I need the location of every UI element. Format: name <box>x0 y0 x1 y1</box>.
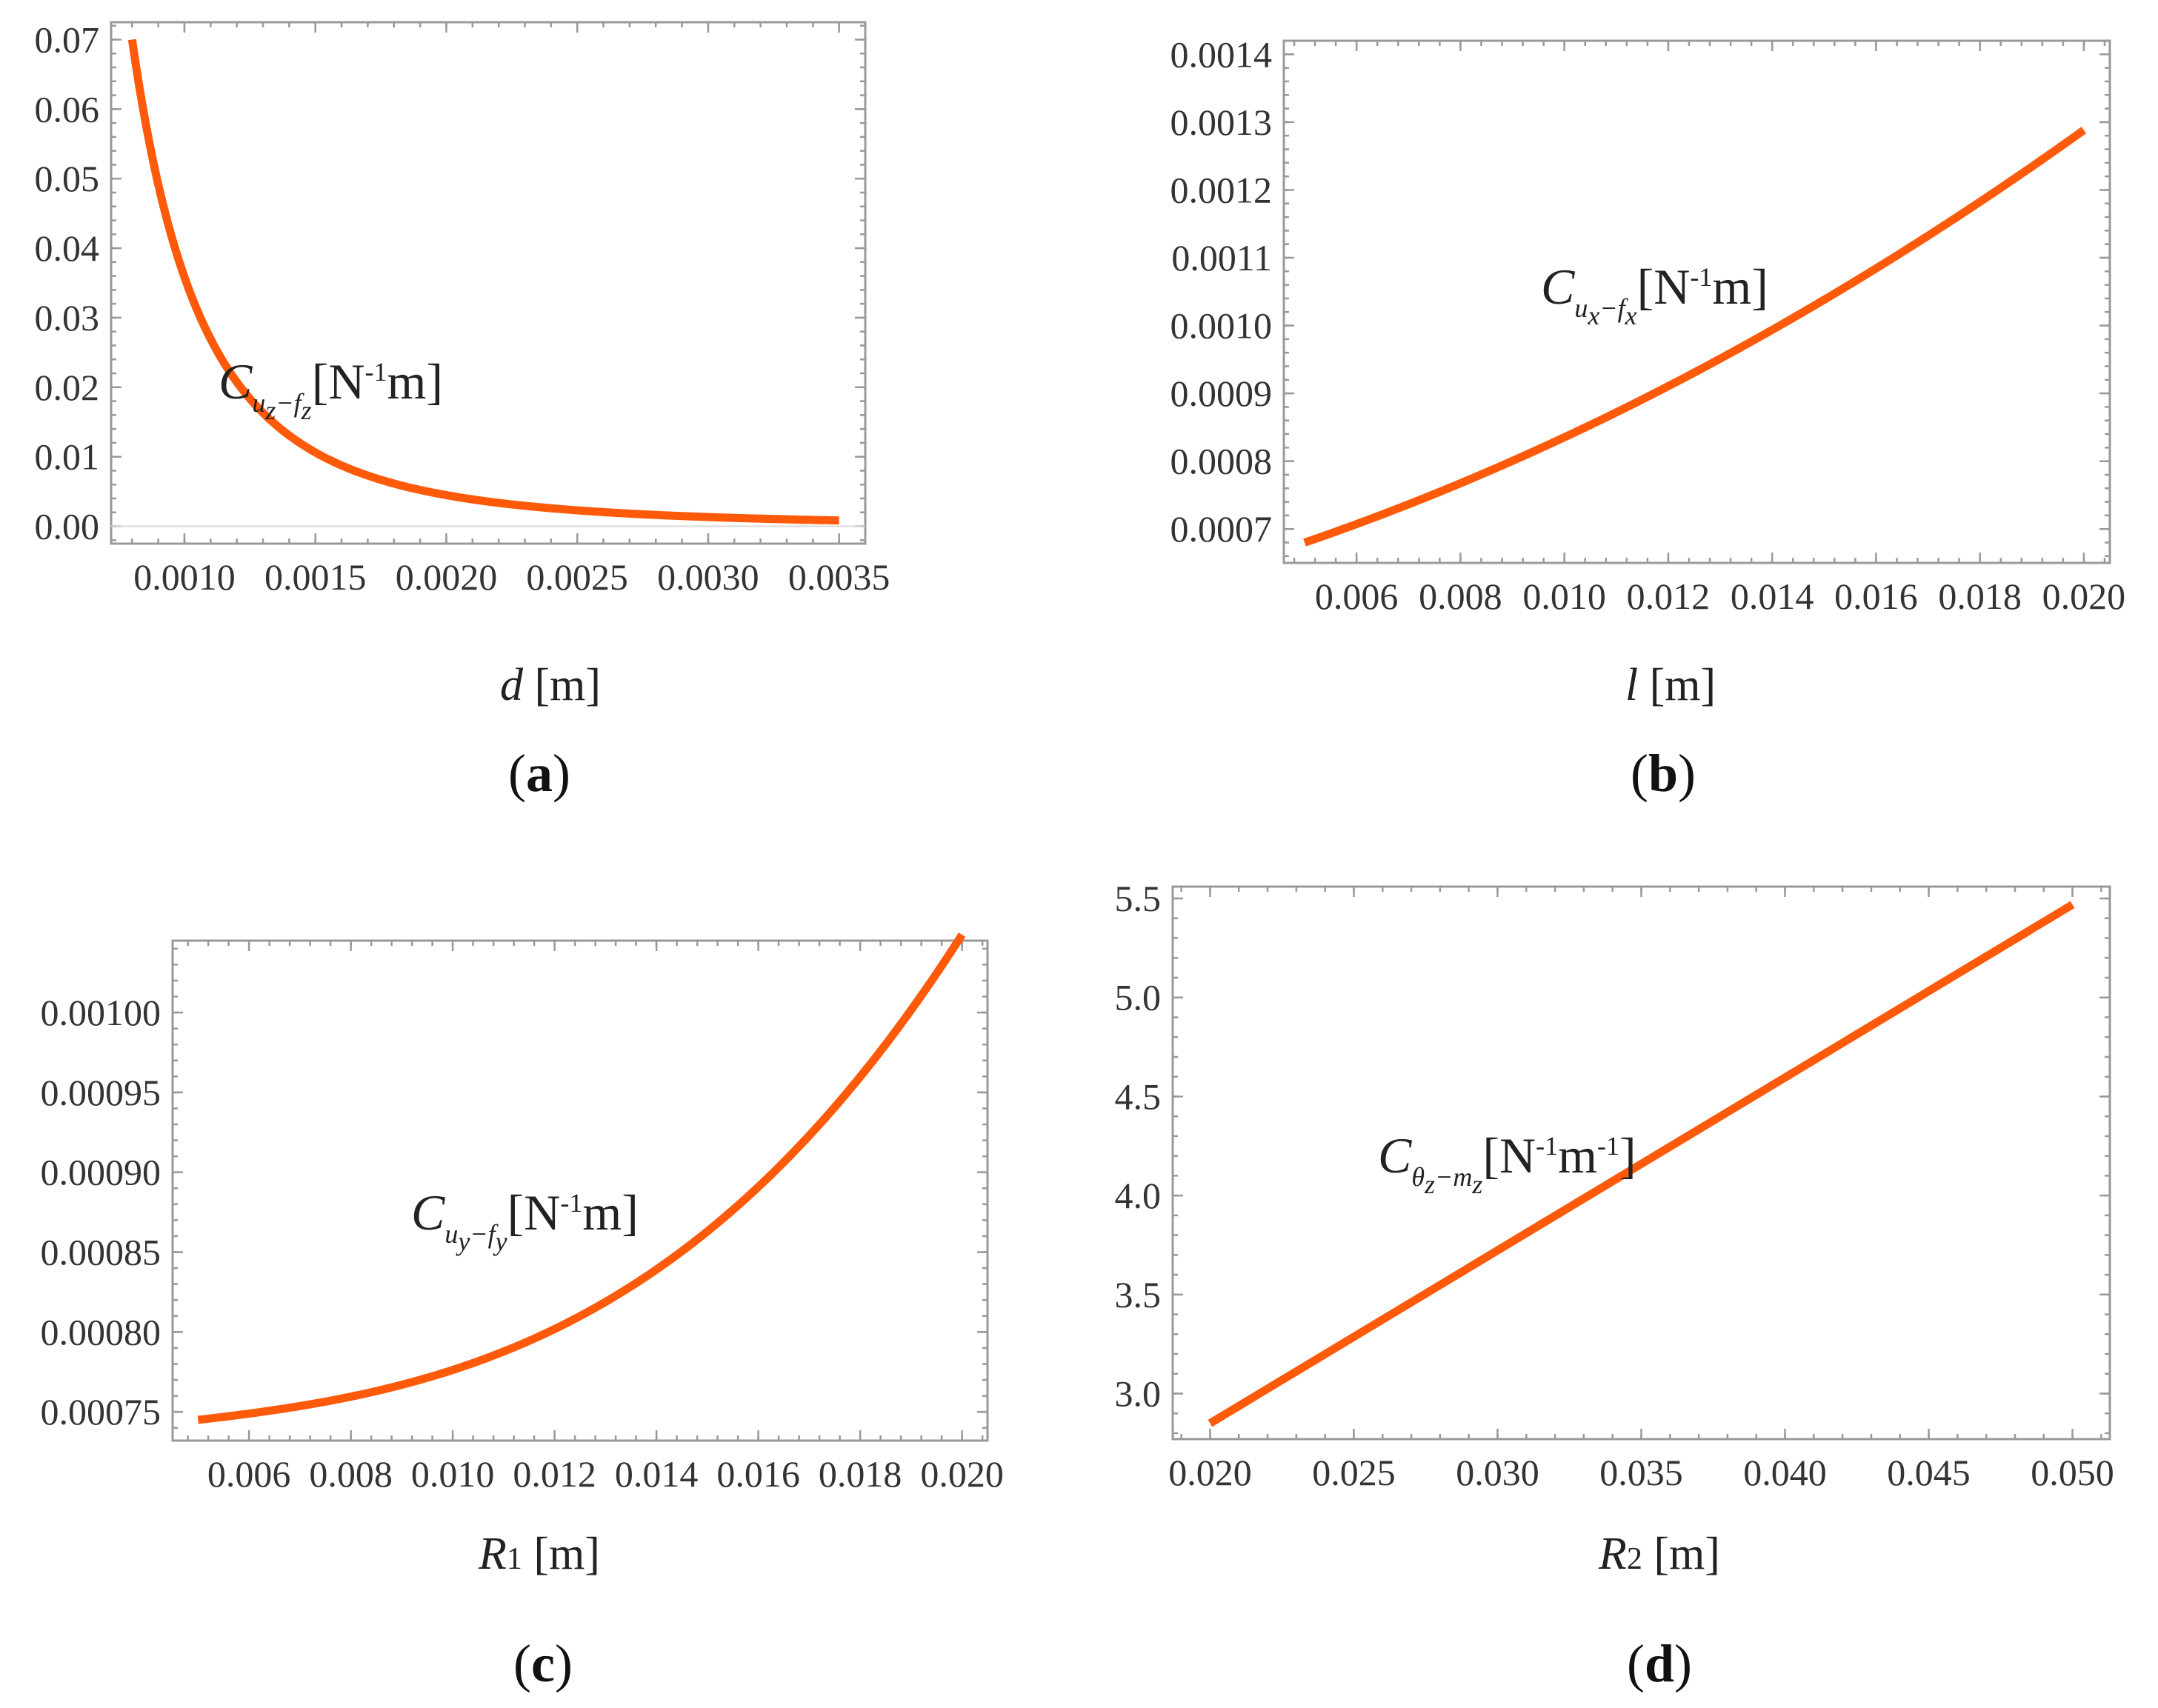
x-tick-label: 0.008 <box>1419 576 1502 617</box>
y-tick-label: 4.0 <box>1115 1175 1162 1216</box>
y-tick-label: 0.00080 <box>41 1311 161 1352</box>
y-tick-label: 0.0010 <box>1170 305 1273 347</box>
panel-label-d: (d) <box>1627 1634 1692 1693</box>
y-tick-label: 3.0 <box>1115 1373 1162 1415</box>
annotation-d: Cθz−mz[N-1m-1] <box>1378 1127 1636 1199</box>
panel-a: 0.0010 0.0015 0.0020 0.0025 0.0030 0.0035 0.00… <box>35 19 890 803</box>
y-tick-label: 4.5 <box>1115 1075 1162 1117</box>
x-tick-label: 0.014 <box>615 1453 699 1495</box>
ticks-c <box>173 941 988 1441</box>
annotation-b: Cux−fx[N-1m] <box>1541 258 1768 330</box>
x-tick-label: 0.035 <box>1599 1452 1683 1493</box>
x-tick-label: 0.0010 <box>133 556 236 598</box>
curve-d <box>1208 901 2075 1427</box>
x-tick-label: 0.050 <box>2031 1452 2114 1493</box>
ticks-a <box>111 22 867 544</box>
y-tick-label: 0.06 <box>35 88 100 130</box>
y-tick-label: 3.5 <box>1115 1274 1162 1315</box>
panel-b: 0.006 0.008 0.010 0.012 0.014 0.016 0.018 0.020… <box>1170 33 2126 803</box>
x-tick-label: 0.0025 <box>526 556 628 598</box>
y-tick-label: 0.00075 <box>41 1391 161 1432</box>
curve-b <box>1303 127 2087 547</box>
y-tick-label: 0.03 <box>35 297 100 338</box>
x-tick-label: 0.020 <box>1168 1452 1252 1493</box>
y-tick-label: 5.5 <box>1115 878 1162 919</box>
x-tick-label: 0.012 <box>1627 576 1711 617</box>
x-axis-label-a: d [m] <box>500 660 601 710</box>
y-tick-label: 0.00 <box>35 506 100 547</box>
x-tick-label: 0.025 <box>1312 1452 1396 1493</box>
x-tick-label: 0.020 <box>2042 576 2126 617</box>
x-tick-label: 0.0015 <box>264 556 367 598</box>
x-tick-label: 0.016 <box>1834 576 1918 617</box>
panel-label-b: (b) <box>1631 744 1696 803</box>
y-tick-label: 0.00090 <box>41 1152 161 1193</box>
x-tick-label: 0.0035 <box>788 556 890 598</box>
annotation-a: Cuz−fz[N-1m] <box>219 353 443 425</box>
plot-frame-b <box>1282 39 2111 564</box>
y-tick-label: 0.0011 <box>1171 237 1272 278</box>
ticks-b <box>1284 41 2110 563</box>
x-axis-label-d: R2 [m] <box>1598 1529 1720 1579</box>
y-tick-label: 0.0007 <box>1170 508 1273 550</box>
x-tick-label: 0.040 <box>1743 1452 1827 1493</box>
y-tick-label: 0.0009 <box>1170 373 1273 414</box>
curve-a <box>127 39 840 525</box>
x-tick-label: 0.0030 <box>657 556 759 598</box>
y-tick-label: 0.0008 <box>1170 441 1273 482</box>
x-tick-label: 0.0020 <box>396 556 498 598</box>
x-tick-label: 0.008 <box>309 1453 393 1495</box>
x-axis-label-b: l [m] <box>1625 660 1716 710</box>
x-tick-label: 0.030 <box>1456 1452 1539 1493</box>
x-tick-label: 0.020 <box>920 1453 1004 1495</box>
x-tick-label: 0.018 <box>1938 576 2022 617</box>
y-tick-label: 0.00085 <box>41 1232 161 1273</box>
tick-labels-a: 0.0010 0.0015 0.0020 0.0025 0.0030 0.0035 0.00… <box>35 19 890 598</box>
tick-labels-d: 0.020 0.025 0.030 0.035 0.040 0.045 0.050 3.0 3.… <box>1115 878 2114 1493</box>
y-tick-label: 0.00095 <box>41 1072 161 1113</box>
y-tick-label: 0.0014 <box>1170 33 1273 75</box>
panel-label-a: (a) <box>508 744 570 803</box>
y-tick-label: 0.01 <box>35 436 100 478</box>
plot-frame-c <box>171 939 989 1442</box>
x-tick-label: 0.006 <box>1315 576 1399 617</box>
plot-frame-a <box>110 21 867 545</box>
y-tick-label: 5.0 <box>1115 977 1162 1018</box>
y-tick-label: 0.04 <box>35 227 100 269</box>
panel-c: 0.006 0.008 0.010 0.012 0.014 0.016 0.018 0.020… <box>41 932 1004 1693</box>
tick-labels-c: 0.006 0.008 0.010 0.012 0.014 0.016 0.018 0.020… <box>41 992 1004 1495</box>
x-tick-label: 0.014 <box>1731 576 1814 617</box>
x-tick-label: 0.018 <box>819 1453 902 1495</box>
x-tick-label: 0.010 <box>411 1453 495 1495</box>
x-axis-label-c: R1 [m] <box>478 1529 600 1579</box>
panel-label-c: (c) <box>513 1634 573 1693</box>
x-tick-label: 0.006 <box>207 1453 291 1495</box>
curve-c <box>197 932 966 1424</box>
annotation-c: Cuy−fy[N-1m] <box>411 1184 639 1256</box>
y-tick-label: 0.00100 <box>41 992 161 1033</box>
y-tick-label: 0.02 <box>35 367 100 408</box>
x-tick-label: 0.016 <box>716 1453 800 1495</box>
y-tick-label: 0.05 <box>35 158 100 199</box>
ticks-d <box>1173 887 2110 1439</box>
y-tick-label: 0.07 <box>35 19 100 60</box>
panel-d: 0.020 0.025 0.030 0.035 0.040 0.045 0.050 3.0 3.… <box>1115 878 2114 1693</box>
x-tick-label: 0.045 <box>1887 1452 1971 1493</box>
x-tick-label: 0.010 <box>1522 576 1606 617</box>
tick-labels-b: 0.006 0.008 0.010 0.012 0.014 0.016 0.018 0.020… <box>1170 33 2126 617</box>
x-tick-label: 0.012 <box>513 1453 596 1495</box>
y-tick-label: 0.0013 <box>1170 101 1273 143</box>
y-tick-label: 0.0012 <box>1170 169 1273 210</box>
